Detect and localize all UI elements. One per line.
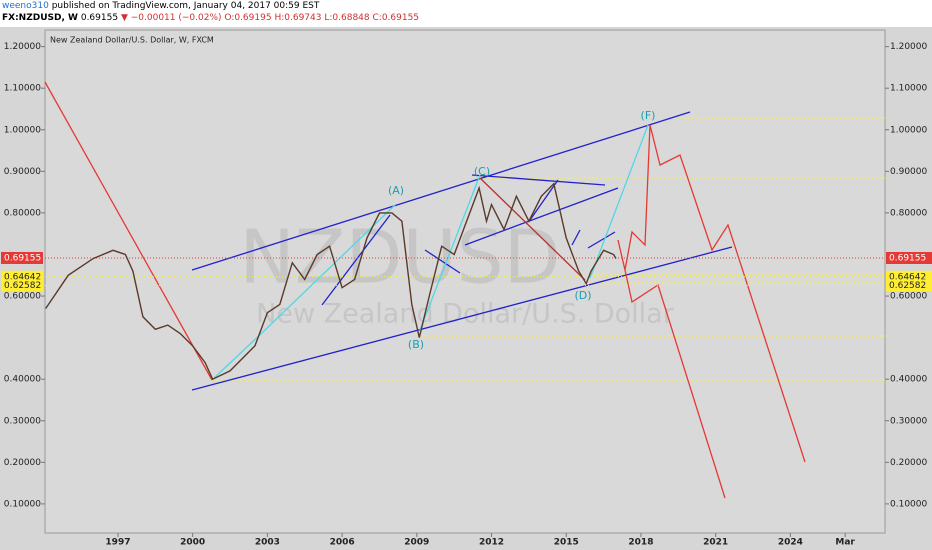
price-level-box — [1, 279, 43, 292]
y-tick-label: 0.80000 — [4, 208, 41, 218]
wave-label: (F) — [641, 109, 656, 122]
price-level-label: 0.69155 — [4, 253, 41, 263]
watermark-subtitle: New Zealand Dollar/U.S. Dollar — [256, 299, 675, 330]
symbol: FX:NZDUSD, W — [2, 13, 78, 23]
x-tick-label: 2012 — [479, 538, 504, 548]
x-tick-label: 2015 — [554, 538, 579, 548]
projection — [617, 124, 806, 463]
channel-line — [587, 231, 616, 249]
wave-label: (A) — [388, 184, 404, 197]
wave-line — [211, 204, 396, 381]
channel-line — [464, 187, 619, 246]
y-tick-label: 0.60000 — [4, 292, 41, 302]
chart-title: New Zealand Dollar/U.S. Dollar, W, FXCM — [50, 36, 214, 45]
last: 0.69155 — [80, 13, 119, 23]
header: weeno310 published on TradingView.com, J… — [2, 0, 419, 24]
wave-line — [479, 177, 586, 281]
channel-line — [571, 229, 581, 246]
change: ▼ −0.00011 (−0.02%) — [120, 13, 222, 23]
x-tick-label: 2009 — [404, 538, 429, 548]
y-tick-label: 1.10000 — [890, 84, 927, 94]
y-tick-label: 0.20000 — [890, 458, 927, 468]
drawings — [44, 81, 806, 499]
high: H:0.69743 — [274, 13, 322, 23]
price-level-label: 0.62582 — [889, 281, 926, 291]
price-level-box — [886, 279, 932, 292]
channel-line — [424, 249, 461, 274]
price-line — [45, 182, 617, 381]
y-tick-label: 0.20000 — [4, 458, 41, 468]
published: published on TradingView.com, January 04… — [51, 1, 320, 11]
publish-line: weeno310 published on TradingView.com, J… — [2, 0, 419, 12]
x-tick-label: 2003 — [255, 538, 280, 548]
open: O:0.69195 — [224, 13, 272, 23]
price-level-label: 0.69155 — [889, 253, 926, 263]
x-tick-label: 2021 — [703, 538, 728, 548]
channel-line — [471, 174, 606, 186]
y-tick-label: 1.10000 — [4, 84, 41, 94]
price-level-box — [1, 251, 43, 264]
price-level-label: 0.64642 — [4, 272, 41, 282]
y-tick-label: 0.30000 — [4, 416, 41, 426]
price-level-label: 0.62582 — [4, 281, 41, 291]
x-tick-label: 2018 — [628, 538, 653, 548]
y-tick-label: 1.00000 — [890, 125, 927, 135]
y-tick-label: 0.10000 — [890, 499, 927, 509]
wave-line — [589, 124, 649, 279]
wave-label: (D) — [574, 289, 591, 302]
y-tick-label: 0.40000 — [4, 375, 41, 385]
x-tick-label: 2000 — [180, 538, 205, 548]
close: C:0.69155 — [372, 13, 420, 23]
y-tick-label: 0.10000 — [4, 499, 41, 509]
wave-label: (C) — [474, 165, 490, 178]
projection — [624, 269, 726, 499]
y-tick-label: 0.90000 — [4, 167, 41, 177]
wave-label: (B) — [408, 338, 424, 351]
x-tick-label: 2024 — [778, 538, 803, 548]
y-tick-label: 0.30000 — [890, 416, 927, 426]
y-tick-label: 0.90000 — [890, 167, 927, 177]
y-tick-label: 1.20000 — [890, 42, 927, 52]
plot-area — [44, 29, 886, 534]
wave-labels: (A) (B) (C) (D) (F) — [388, 109, 656, 351]
change-value: −0.00011 (−0.02%) — [130, 13, 222, 23]
x-tick-label: 2006 — [330, 538, 355, 548]
price-level-box — [886, 251, 932, 264]
y-tick-label: 1.20000 — [4, 42, 41, 52]
low: L:0.68848 — [324, 13, 370, 23]
y-tick-label: 0.60000 — [890, 292, 927, 302]
quote-line: FX:NZDUSD, W 0.69155 ▼ −0.00011 (−0.02%)… — [2, 12, 419, 24]
y-tick-label: 1.00000 — [4, 125, 41, 135]
y-tick-label: 0.80000 — [890, 208, 927, 218]
price-level-label: 0.64642 — [889, 272, 926, 282]
levels — [212, 117, 885, 381]
x-tick-label: 1997 — [105, 538, 130, 548]
author[interactable]: weeno310 — [2, 1, 49, 11]
trend-line — [44, 81, 213, 381]
channel-line — [321, 214, 391, 306]
channel-line — [191, 246, 733, 391]
x-tick-label: Mar — [835, 538, 855, 548]
channel-line — [191, 111, 691, 271]
y-tick-label: 0.40000 — [890, 375, 927, 385]
channel-line — [529, 179, 559, 221]
